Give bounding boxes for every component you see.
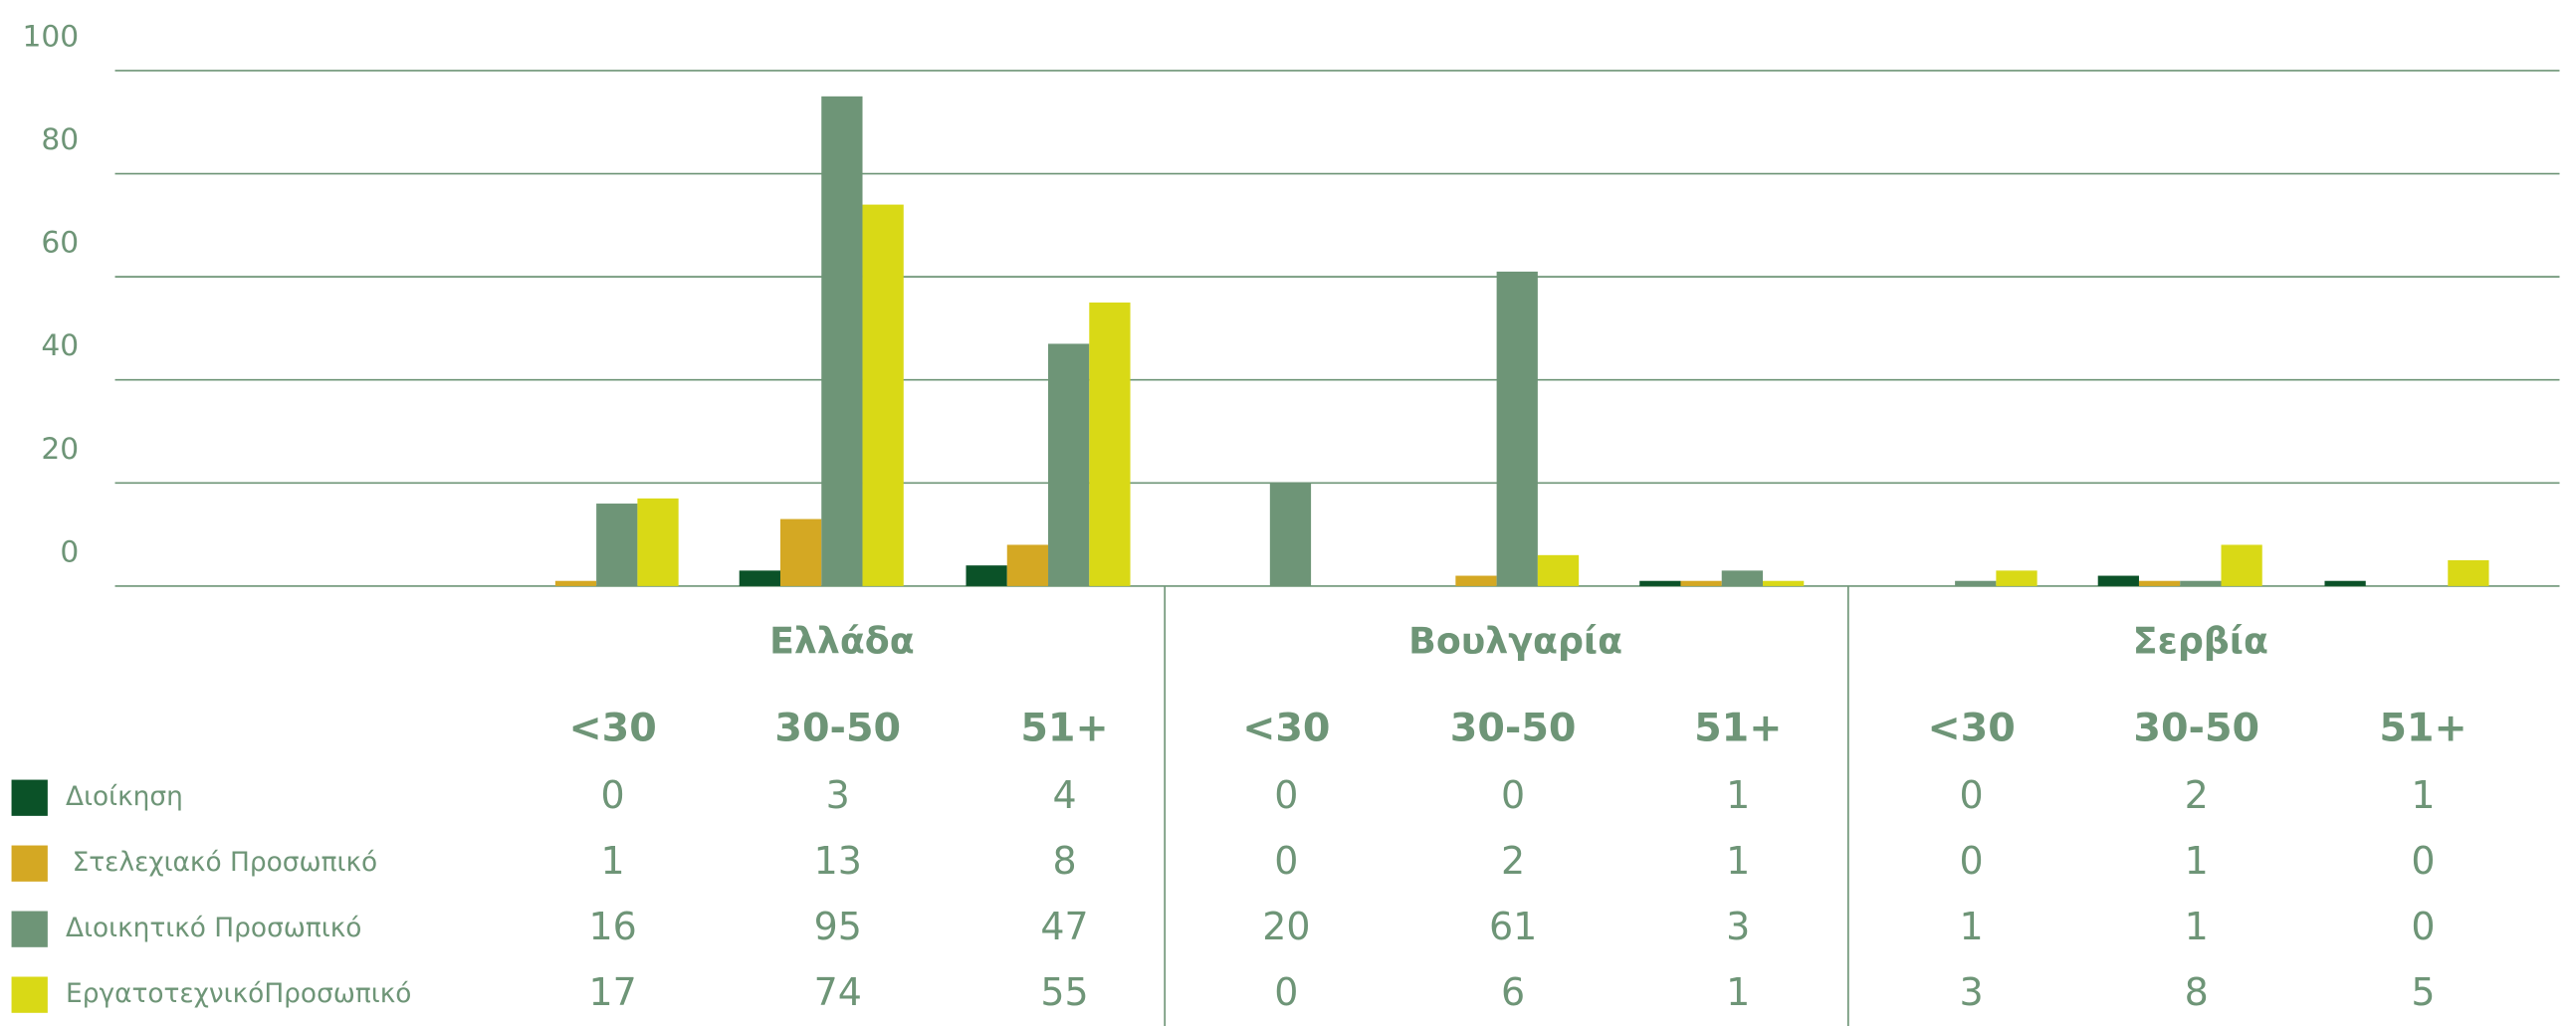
x-tick-label: 51+ xyxy=(2379,706,2467,751)
bar xyxy=(2324,580,2366,586)
table-cell: 16 xyxy=(588,905,636,948)
table-cell: 4 xyxy=(1052,773,1076,817)
table-cell: 1 xyxy=(2185,839,2209,883)
legend-swatch xyxy=(11,911,48,947)
bar xyxy=(554,580,597,586)
legend-label: ΕργατοτεχνικόΠροσωπικό xyxy=(66,978,411,1009)
bar xyxy=(2448,560,2489,586)
table-cell: 1 xyxy=(601,839,625,883)
country-label: Βουλγαρία xyxy=(1408,620,1622,663)
y-tick-label: 100 xyxy=(23,19,80,54)
bar xyxy=(779,518,822,586)
table-cell: 55 xyxy=(1040,970,1088,1014)
legend-label: Διοικητικό Προσωπικό xyxy=(66,913,361,943)
y-tick-label: 80 xyxy=(41,122,79,157)
country-label: Ελλάδα xyxy=(769,620,915,663)
bar xyxy=(1762,580,1805,586)
x-tick-label: <30 xyxy=(1242,706,1330,751)
bar xyxy=(739,570,780,586)
table-cell: 13 xyxy=(814,839,862,883)
table-cell: 95 xyxy=(814,905,862,948)
table-cell: 0 xyxy=(2411,905,2435,948)
y-tick-label: 20 xyxy=(41,432,79,467)
table-cell: 1 xyxy=(2185,905,2209,948)
y-tick-label: 40 xyxy=(41,328,79,363)
table-cell: 5 xyxy=(2411,970,2435,1014)
bar xyxy=(637,498,679,586)
y-tick-label: 0 xyxy=(60,534,79,569)
legend-swatch xyxy=(11,976,48,1013)
table-cell: 1 xyxy=(1960,905,1984,948)
table-cell: 2 xyxy=(2185,773,2209,817)
bar xyxy=(1680,580,1722,586)
table-cell: 1 xyxy=(1726,839,1750,883)
bar xyxy=(1048,343,1090,586)
bar xyxy=(2180,580,2222,586)
table-cell: 0 xyxy=(601,773,625,817)
bar xyxy=(2097,575,2139,586)
table-cell: 0 xyxy=(1960,773,1984,817)
table-cell: 8 xyxy=(2185,970,2209,1014)
bar xyxy=(1455,575,1497,586)
table-cell: 2 xyxy=(1501,839,1525,883)
bar xyxy=(966,565,1007,586)
x-tick-label: 30-50 xyxy=(774,706,901,751)
table-cell: 74 xyxy=(814,970,862,1014)
bar xyxy=(596,504,638,586)
table-cell: 20 xyxy=(1262,905,1310,948)
bar xyxy=(1269,483,1312,586)
legend-swatch xyxy=(11,845,48,882)
legend-label: Διοίκηση xyxy=(66,781,183,812)
bar xyxy=(1496,271,1538,586)
table-cell: 1 xyxy=(1726,970,1750,1014)
table-cell: 17 xyxy=(588,970,636,1014)
table-cell: 1 xyxy=(1726,773,1750,817)
bar xyxy=(2138,580,2181,586)
table-cell: 47 xyxy=(1040,905,1088,948)
table-cell: 0 xyxy=(1274,773,1298,817)
table-cell: 0 xyxy=(1274,839,1298,883)
bar xyxy=(821,96,863,586)
x-tick-label: <30 xyxy=(568,706,656,751)
bar xyxy=(2221,544,2262,586)
bar xyxy=(1006,544,1049,586)
y-tick-label: 60 xyxy=(41,226,79,261)
table-cell: 3 xyxy=(1726,905,1750,948)
x-tick-label: 51+ xyxy=(1020,706,1108,751)
table-cell: 0 xyxy=(1501,773,1525,817)
table-cell: 6 xyxy=(1501,970,1525,1014)
table-cell: 1 xyxy=(2411,773,2435,817)
table-cell: 61 xyxy=(1489,905,1537,948)
bar xyxy=(1996,570,2038,586)
table-cell: 3 xyxy=(826,773,850,817)
x-tick-label: 30-50 xyxy=(1450,706,1577,751)
bar xyxy=(1089,303,1131,586)
table-cell: 8 xyxy=(1052,839,1076,883)
x-tick-label: 30-50 xyxy=(2133,706,2259,751)
bar xyxy=(1955,580,1997,586)
bar xyxy=(1639,580,1681,586)
x-tick-label: <30 xyxy=(1927,706,2015,751)
bar xyxy=(862,204,904,586)
x-tick-label: 51+ xyxy=(1694,706,1782,751)
table-cell: 0 xyxy=(1274,970,1298,1014)
table-cell: 0 xyxy=(1960,839,1984,883)
table-cell: 3 xyxy=(1960,970,1984,1014)
table-cell: 0 xyxy=(2411,839,2435,883)
legend-swatch xyxy=(11,779,48,816)
legend-label: Στελεχιακό Προσωπικό xyxy=(73,847,378,878)
bar xyxy=(1537,554,1580,586)
country-label: Σερβία xyxy=(2133,620,2268,663)
bar xyxy=(1721,570,1763,586)
